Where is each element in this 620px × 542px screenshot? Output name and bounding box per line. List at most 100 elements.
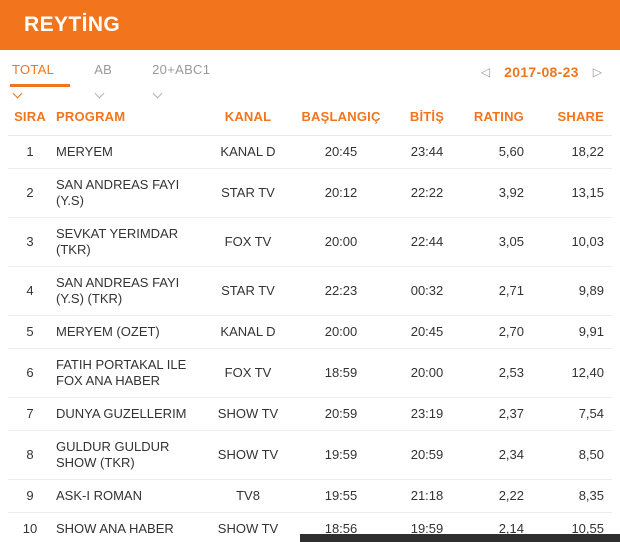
tab-total[interactable]: TOTAL [10, 60, 71, 99]
cell-kanal: KANAL D [202, 135, 294, 169]
tab-total-label: TOTAL [10, 60, 71, 87]
next-date-button[interactable]: ▷ [592, 65, 602, 79]
cell-share: 9,91 [538, 315, 612, 349]
cell-sira: 8 [8, 430, 52, 480]
cell-baslangic: 20:59 [294, 397, 388, 431]
cell-bitis: 22:44 [388, 217, 466, 267]
cell-baslangic: 18:59 [294, 348, 388, 398]
cell-bitis: 21:18 [388, 479, 466, 513]
table-body: 1 MERYEM KANAL D 20:45 23:44 5,60 18,22 2 SAN AN… [8, 135, 612, 542]
cell-program: SAN ANDREAS FAYI (Y.S) (TKR) [52, 266, 202, 316]
cell-kanal: STAR TV [202, 266, 294, 316]
page-title: REYTİNG [24, 13, 121, 36]
cell-sira: 6 [8, 348, 52, 398]
header-bar: REYTİNG [0, 0, 620, 50]
cell-sira: 5 [8, 315, 52, 349]
cell-baslangic: 20:12 [294, 168, 388, 218]
cell-rating: 3,05 [466, 217, 538, 267]
cell-sira: 2 [8, 168, 52, 218]
cell-bitis: 23:19 [388, 397, 466, 431]
cell-sira: 3 [8, 217, 52, 267]
cell-kanal: SHOW TV [202, 512, 294, 542]
chevron-down-icon [12, 88, 23, 99]
cell-share: 9,89 [538, 266, 612, 316]
cell-rating: 2,34 [466, 430, 538, 480]
table-row: 6 FATIH PORTAKAL ILE FOX ANA HABER FOX TV 1… [8, 348, 612, 398]
cell-kanal: SHOW TV [202, 430, 294, 480]
table-row: 7 DUNYA GUZELLERIM SHOW TV 20:59 23:19 2,37 7,… [8, 397, 612, 431]
prev-date-button[interactable]: ◁ [480, 65, 491, 79]
cell-baslangic: 20:45 [294, 135, 388, 169]
cell-bitis: 00:32 [388, 266, 466, 316]
col-header-baslangic: BAŞLANGIÇ [294, 98, 388, 136]
cell-kanal: FOX TV [202, 348, 294, 398]
current-date: 2017-08-23 [504, 64, 579, 80]
table-row: 1 MERYEM KANAL D 20:45 23:44 5,60 18,22 [8, 135, 612, 169]
cell-rating: 2,22 [466, 479, 538, 513]
col-header-sira: SIRA [8, 98, 52, 136]
cell-program: MERYEM (OZET) [52, 315, 202, 349]
tab-group: TOTAL AB 20+ABC1 [10, 60, 226, 99]
cell-sira: 1 [8, 135, 52, 169]
tab-20abc1[interactable]: 20+ABC1 [150, 60, 226, 99]
cell-baslangic: 19:59 [294, 430, 388, 480]
cell-sira: 7 [8, 397, 52, 431]
cell-program: FATIH PORTAKAL ILE FOX ANA HABER [52, 348, 202, 398]
col-header-program: PROGRAM [52, 98, 202, 136]
cell-share: 7,54 [538, 397, 612, 431]
chevron-down-icon [152, 88, 163, 99]
table-row: 9 ASK-I ROMAN TV8 19:55 21:18 2,22 8,35 [8, 479, 612, 513]
cell-kanal: STAR TV [202, 168, 294, 218]
cell-bitis: 20:45 [388, 315, 466, 349]
cell-share: 12,40 [538, 348, 612, 398]
cell-share: 8,50 [538, 430, 612, 480]
cell-rating: 2,70 [466, 315, 538, 349]
cell-baslangic: 20:00 [294, 217, 388, 267]
cell-share: 10,03 [538, 217, 612, 267]
cell-sira: 9 [8, 479, 52, 513]
table-row: 2 SAN ANDREAS FAYI (Y.S) STAR TV 20:12 22:22… [8, 168, 612, 218]
col-header-share: SHARE [538, 98, 612, 136]
tab-ab-label: AB [94, 62, 113, 77]
cell-program: SAN ANDREAS FAYI (Y.S) [52, 168, 202, 218]
cell-program: SEVKAT YERIMDAR (TKR) [52, 217, 202, 267]
footer-strip [300, 534, 620, 542]
cell-share: 13,15 [538, 168, 612, 218]
table-row: 5 MERYEM (OZET) KANAL D 20:00 20:45 2,70 9,91 [8, 315, 612, 349]
col-header-rating: RATING [466, 98, 538, 136]
cell-share: 18,22 [538, 135, 612, 169]
ratings-table: SIRA PROGRAM KANAL BAŞLANGIÇ BİTİŞ RATING SHAR… [8, 98, 612, 542]
col-header-kanal: KANAL [202, 98, 294, 136]
tab-ab[interactable]: AB [92, 60, 128, 99]
tab-20abc1-label: 20+ABC1 [152, 62, 211, 77]
cell-sira: 10 [8, 512, 52, 542]
cell-sira: 4 [8, 266, 52, 316]
table-row: 8 GULDUR GULDUR SHOW (TKR) SHOW TV 19:59 20:… [8, 430, 612, 480]
cell-program: SHOW ANA HABER [52, 512, 202, 542]
cell-bitis: 20:59 [388, 430, 466, 480]
cell-program: ASK-I ROMAN [52, 479, 202, 513]
cell-rating: 3,92 [466, 168, 538, 218]
table-header-row: SIRA PROGRAM KANAL BAŞLANGIÇ BİTİŞ RATING SHAR… [8, 98, 612, 136]
cell-kanal: KANAL D [202, 315, 294, 349]
cell-kanal: FOX TV [202, 217, 294, 267]
cell-bitis: 23:44 [388, 135, 466, 169]
cell-rating: 5,60 [466, 135, 538, 169]
cell-baslangic: 22:23 [294, 266, 388, 316]
cell-rating: 2,53 [466, 348, 538, 398]
ratings-table-wrapper: SIRA PROGRAM KANAL BAŞLANGIÇ BİTİŞ RATING SHAR… [0, 98, 620, 542]
col-header-bitis: BİTİŞ [388, 98, 466, 136]
cell-baslangic: 20:00 [294, 315, 388, 349]
cell-program: GULDUR GULDUR SHOW (TKR) [52, 430, 202, 480]
table-row: 3 SEVKAT YERIMDAR (TKR) FOX TV 20:00 22:44 3,… [8, 217, 612, 267]
cell-kanal: SHOW TV [202, 397, 294, 431]
date-navigator: ◁ 2017-08-23 ▷ [479, 64, 604, 80]
cell-share: 8,35 [538, 479, 612, 513]
table-row: 4 SAN ANDREAS FAYI (Y.S) (TKR) STAR TV 22:2… [8, 266, 612, 316]
cell-bitis: 20:00 [388, 348, 466, 398]
cell-program: MERYEM [52, 135, 202, 169]
cell-baslangic: 19:55 [294, 479, 388, 513]
cell-rating: 2,71 [466, 266, 538, 316]
tab-bar: TOTAL AB 20+ABC1 ◁ 2017-08-23 ▷ [0, 50, 620, 99]
chevron-down-icon [94, 88, 105, 99]
